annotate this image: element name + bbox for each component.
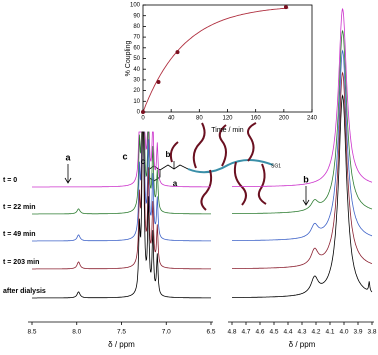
spectrum: [232, 49, 373, 241]
x-tick-label: 4.3: [297, 329, 306, 336]
x-tick-label: 4.8: [227, 329, 236, 336]
spectrum-label: after dialysis: [3, 288, 46, 295]
y-tick-label: 100: [130, 3, 141, 9]
x-tick-label: 4.1: [325, 329, 334, 336]
spectrum: [232, 29, 373, 214]
x-tick-label: 3.9: [353, 329, 362, 336]
spectrum: [32, 131, 211, 270]
y-tick-label: 20: [133, 88, 140, 94]
x-tick-label: 4.7: [241, 329, 250, 336]
molecule-label: b: [166, 150, 171, 159]
y-tick-label: 80: [133, 24, 140, 30]
x-tick-label: 4.4: [283, 329, 292, 336]
spectrum: [32, 131, 211, 242]
spectrum: [32, 131, 211, 215]
x-tick-label: 8.0: [72, 329, 81, 336]
y-tick-label: 0: [137, 110, 141, 116]
y-tick-label: 10: [133, 99, 140, 105]
molecule-label: SG1: [271, 163, 281, 169]
x-tick-label: 0: [141, 116, 145, 122]
fit-curve: [142, 7, 289, 113]
arrow: [64, 164, 72, 184]
y-tick-label: 30: [133, 77, 140, 83]
x-tick-label: 40: [168, 116, 175, 122]
annotation: c: [122, 151, 127, 161]
point: [141, 110, 145, 114]
x-tick-label: 4.0: [339, 329, 348, 336]
molecule-label: c: [141, 157, 146, 166]
inset-frame: [142, 4, 313, 113]
x-axis-label: Time / min: [211, 127, 244, 134]
annotation: a: [65, 152, 71, 162]
x-tick-label: 4.5: [269, 329, 278, 336]
y-tick-label: 70: [133, 35, 140, 41]
point: [283, 5, 288, 10]
spectrum: [232, 94, 373, 298]
x-tick-label: 7.5: [117, 329, 126, 336]
spectrum-label: t = 49 min: [3, 231, 35, 238]
spectrum: [32, 131, 211, 299]
point: [156, 80, 161, 85]
spectrum-label: t = 0: [3, 177, 17, 184]
y-tick-label: 90: [133, 13, 140, 19]
spectrum: [231, 7, 373, 188]
x-tick-label: 6.5: [206, 329, 215, 336]
y-tick-label: 60: [133, 45, 140, 51]
x-axis-label: δ / ppm: [289, 340, 316, 349]
x-tick-label: 4.2: [311, 329, 320, 336]
y-axis-label: % Coupling: [125, 40, 132, 76]
y-tick-label: 40: [133, 67, 140, 73]
x-tick-label: 240: [307, 116, 318, 122]
x-tick-label: 7.0: [162, 329, 171, 336]
x-tick-label: 160: [251, 116, 262, 122]
x-tick-label: 8.5: [27, 329, 36, 336]
arrow: [302, 186, 310, 206]
point: [175, 50, 180, 55]
x-axis-label: δ / ppm: [108, 340, 135, 349]
y-tick-label: 50: [133, 56, 140, 62]
x-tick-label: 120: [222, 116, 233, 122]
x-tick-label: 80: [196, 116, 203, 122]
x-tick-label: 200: [279, 116, 290, 122]
spectrum: [32, 131, 211, 188]
molecule: [147, 122, 274, 211]
molecule-label: a: [173, 179, 178, 188]
x-tick-label: 3.8: [367, 329, 376, 336]
spectrum-label: t = 203 min: [3, 259, 39, 266]
x-tick-label: 4.6: [255, 329, 264, 336]
annotation: b: [303, 174, 309, 184]
spectrum: [232, 71, 373, 269]
spectrum-label: t = 22 min: [3, 204, 35, 211]
